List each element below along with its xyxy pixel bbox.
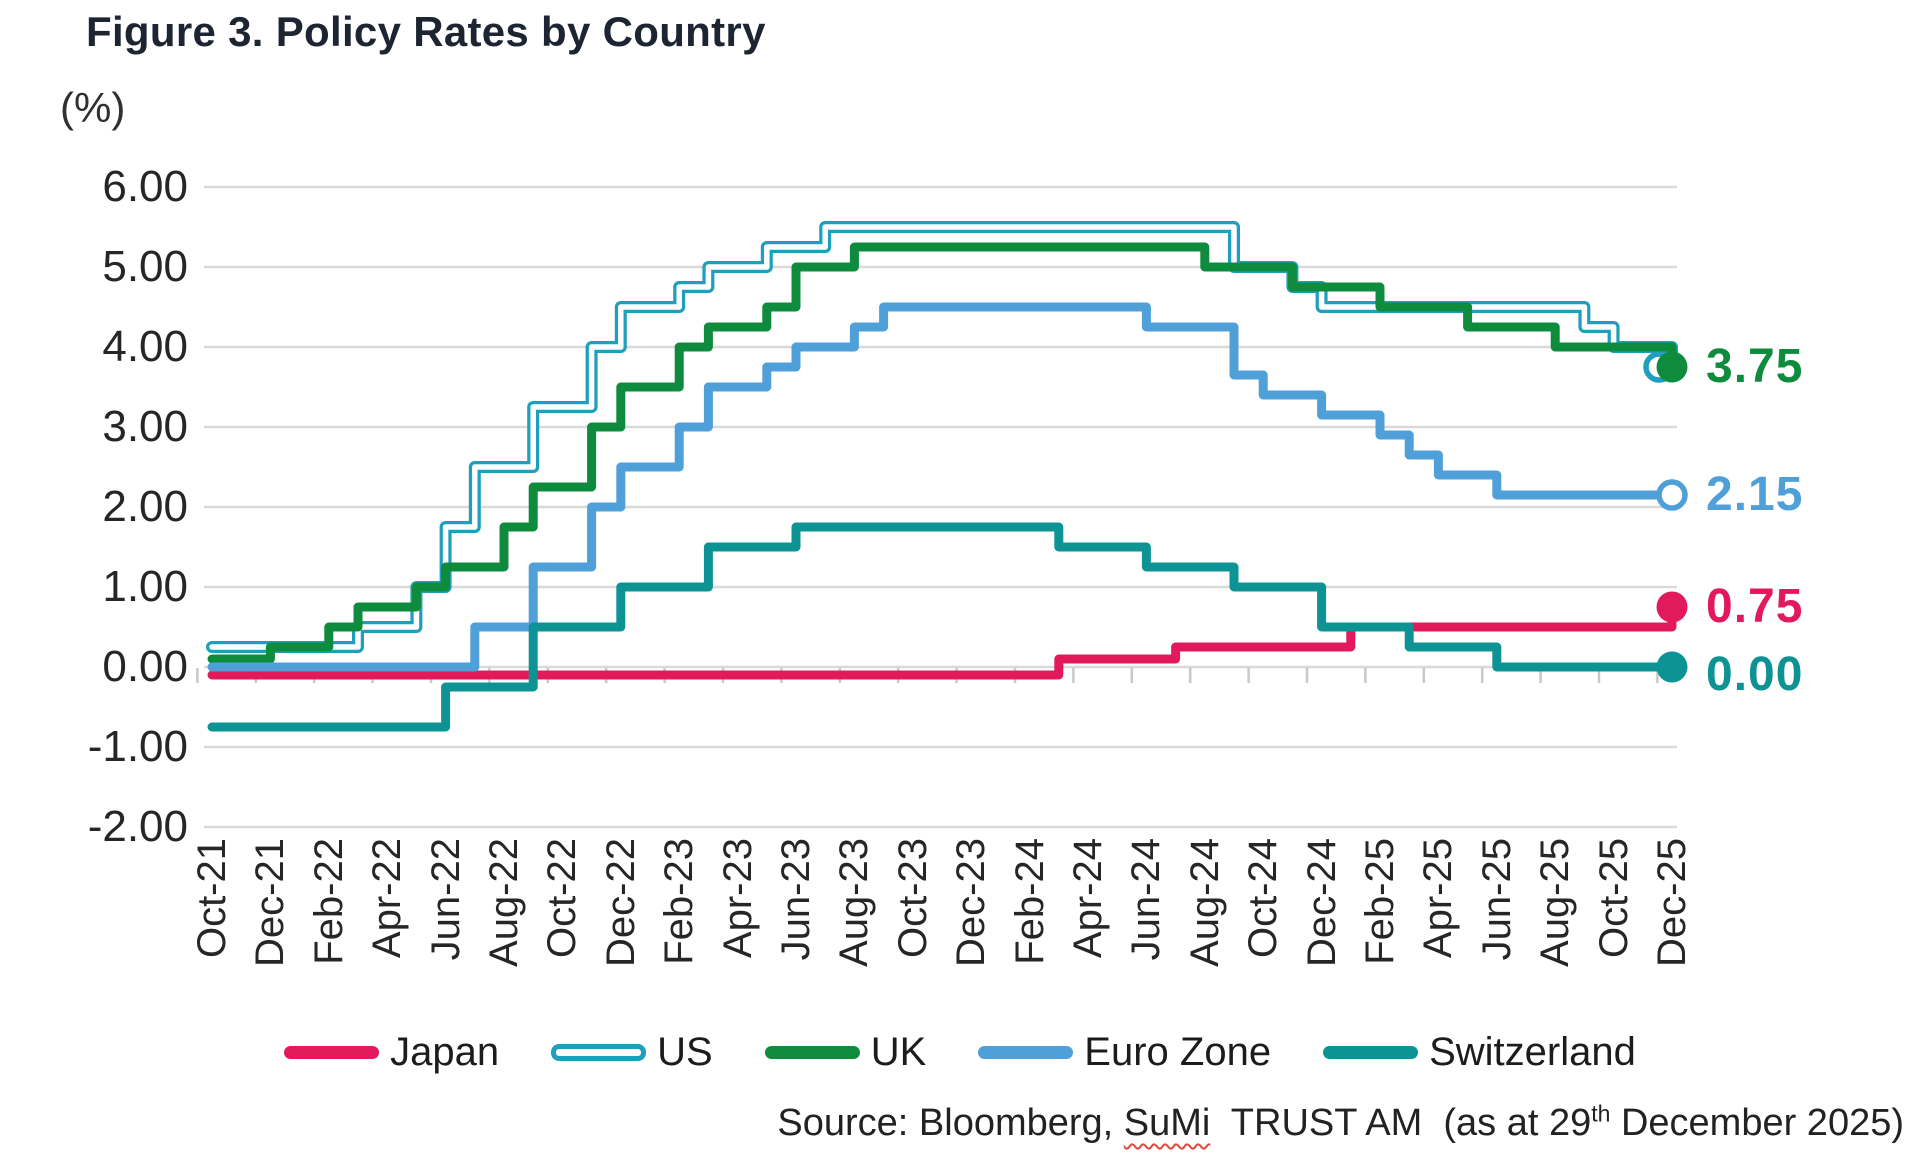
x-tick-label-Jun-24: Jun-24 (1124, 838, 1169, 961)
x-tick-label-Dec-22: Dec-22 (598, 838, 643, 967)
figure-title: Figure 3. Policy Rates by Country (86, 8, 766, 55)
x-tick-label-Aug-22: Aug-22 (482, 838, 526, 967)
x-tick-label-Feb-22: Feb-22 (306, 838, 351, 965)
legend-swatch-us (551, 1043, 647, 1061)
end-marker-switzerland (1656, 651, 1688, 683)
y-tick-label-3.00: 3.00 (102, 402, 188, 451)
x-tick-label-Jun-22: Jun-22 (423, 838, 468, 961)
source-note: Source: Bloomberg, SuMi TRUST AM (as at … (777, 1102, 1904, 1145)
y-tick-label-1.00: 1.00 (102, 562, 188, 611)
x-tick-label-Feb-23: Feb-23 (657, 838, 702, 965)
legend-item-uk: UK (764, 1029, 927, 1075)
series-line-japan (207, 602, 1677, 680)
x-tick-label-Feb-24: Feb-24 (1007, 838, 1052, 965)
x-tick-label-Jun-23: Jun-23 (774, 838, 818, 961)
x-tick-label-Aug-23: Aug-23 (832, 838, 877, 967)
x-tick-label-Apr-23: Apr-23 (715, 838, 760, 959)
x-tick-label-Apr-22: Apr-22 (365, 838, 410, 959)
source-sumi-misspell-underline: SuMi (1123, 1102, 1211, 1144)
y-tick-label-2.00: 2.00 (102, 482, 188, 531)
end-marker-euro-zone (1656, 479, 1688, 511)
end-marker-uk (1656, 351, 1688, 383)
legend-swatch-euro-zone (978, 1045, 1074, 1059)
y-tick-label-6.00: 6.00 (102, 162, 188, 211)
source-suffix: December 2025) (1610, 1102, 1904, 1144)
x-tick-label-Aug-24: Aug-24 (1182, 838, 1227, 967)
legend-label-uk: UK (870, 1029, 927, 1074)
series-line-uk (207, 242, 1677, 664)
x-tick-label-Apr-25: Apr-25 (1416, 838, 1461, 959)
y-tick-label--2.00: -2.00 (87, 802, 188, 851)
end-value-label-uk: 3.75 (1706, 340, 1804, 393)
legend-swatch-uk (764, 1045, 860, 1059)
source-ordinal-superscript: th (1591, 1100, 1611, 1127)
y-tick-label--1.00: -1.00 (87, 722, 188, 771)
legend-label-japan: Japan (390, 1029, 500, 1074)
x-tick-label-Jun-25: Jun-25 (1474, 838, 1519, 961)
legend-item-switzerland: Switzerland (1323, 1030, 1636, 1075)
end-value-label-switzerland: 0.00 (1706, 648, 1804, 701)
x-tick-label-Oct-25: Oct-25 (1591, 838, 1636, 959)
x-tick-label-Aug-25: Aug-25 (1533, 838, 1578, 967)
series-line-euro-zone (207, 302, 1677, 672)
x-tick-label-Feb-25: Feb-25 (1358, 838, 1402, 965)
legend-item-us: US (551, 1030, 713, 1075)
chart-legend: Japan US UK Euro Zone Switzerland (0, 1026, 1920, 1078)
x-tick-label-Dec-21: Dec-21 (248, 838, 293, 967)
x-tick-label-Oct-23: Oct-23 (890, 838, 935, 959)
source-prefix: Source: Bloomberg, (777, 1102, 1124, 1144)
end-value-label-japan: 0.75 (1706, 580, 1804, 633)
legend-swatch-switzerland (1323, 1045, 1419, 1059)
x-tick-label-Dec-24: Dec-24 (1299, 838, 1344, 967)
y-tick-label-4.00: 4.00 (102, 322, 188, 371)
end-value-label-euro-zone: 2.15 (1706, 468, 1804, 521)
legend-label-switzerland: Switzerland (1429, 1029, 1636, 1074)
legend-label-us: US (657, 1029, 713, 1074)
legend-label-euro-zone: Euro Zone (1084, 1029, 1272, 1074)
legend-item-japan: Japan (284, 1030, 499, 1075)
series-line-switzerland (207, 522, 1677, 732)
x-tick-label-Oct-24: Oct-24 (1241, 838, 1286, 959)
x-tick-label-Apr-24: Apr-24 (1066, 838, 1110, 959)
legend-item-euro-zone: Euro Zone (978, 1030, 1271, 1075)
y-tick-label-0.00: 0.00 (102, 642, 188, 691)
y-axis-unit-label: (%) (60, 84, 126, 131)
source-mid: TRUST AM (as at 29 (1210, 1102, 1592, 1144)
legend-swatch-japan (284, 1045, 380, 1059)
x-tick-label-Oct-22: Oct-22 (540, 838, 585, 959)
x-tick-label-Oct-21: Oct-21 (190, 838, 234, 959)
x-tick-label-Dec-25: Dec-25 (1650, 838, 1694, 967)
y-tick-label-5.00: 5.00 (102, 242, 188, 291)
x-tick-label-Dec-23: Dec-23 (949, 838, 994, 967)
end-marker-japan (1656, 591, 1688, 623)
